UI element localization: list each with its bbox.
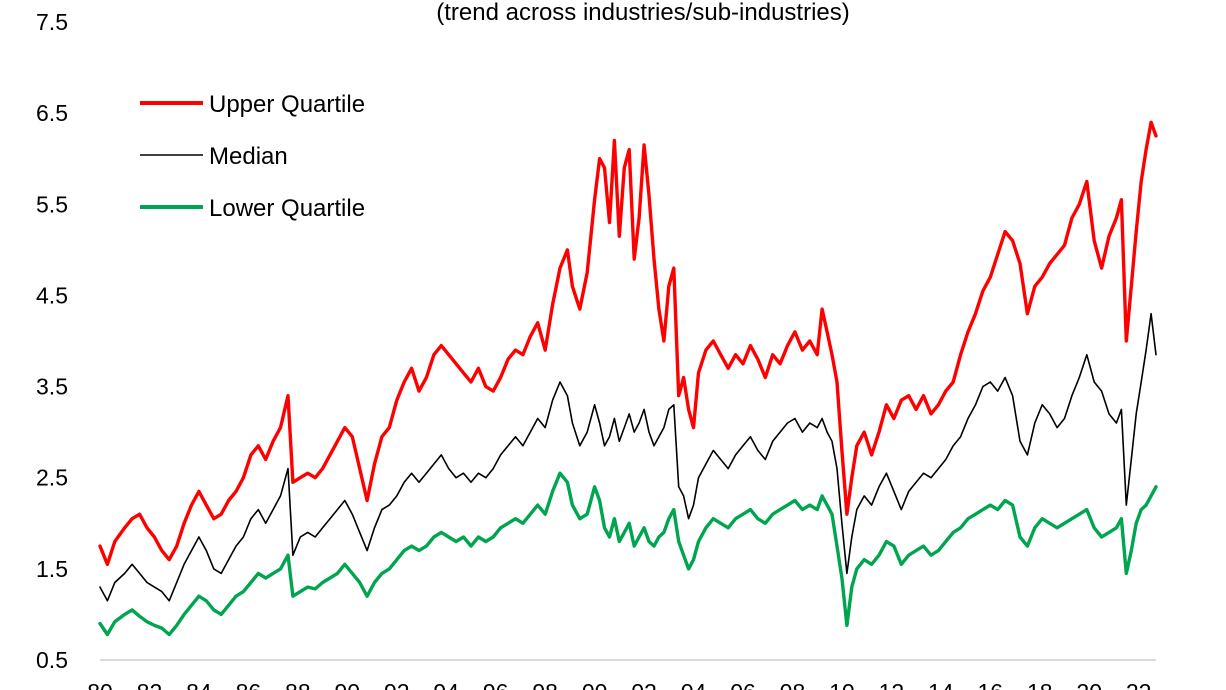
- series-line-upper-quartile: [98, 120, 1158, 566]
- x-tick-label: 20: [1076, 679, 1102, 690]
- x-tick-label: 16: [978, 679, 1004, 690]
- x-tick-label: 22: [1126, 679, 1152, 690]
- x-tick-label: 10: [829, 679, 855, 690]
- series-layer: [98, 120, 1158, 637]
- x-tick-label: 88: [285, 679, 311, 690]
- x-tick-label: 04: [681, 679, 707, 690]
- y-tick-label: 4.5: [36, 282, 68, 308]
- x-tick-label: 12: [879, 679, 905, 690]
- y-tick-label: 0.5: [36, 647, 68, 673]
- x-tick-label: 90: [335, 679, 361, 690]
- x-tick-label: 92: [384, 679, 410, 690]
- x-tick-label: 08: [780, 679, 806, 690]
- series-line-median: [99, 312, 1157, 602]
- x-tick-label: 80: [87, 679, 113, 690]
- x-tick-label: 14: [928, 679, 954, 690]
- series-line-lower-quartile: [98, 471, 1158, 637]
- x-tick-label: 94: [433, 679, 459, 690]
- legend: Upper Quartile Median Lower Quartile: [140, 91, 365, 222]
- x-tick-label: 86: [236, 679, 262, 690]
- x-tick-label: 84: [186, 679, 212, 690]
- legend-label-upper-quartile: Upper Quartile: [209, 91, 365, 118]
- y-tick-label: 6.5: [36, 100, 68, 126]
- y-tick-label: 2.5: [36, 465, 68, 491]
- x-tick-label: 18: [1027, 679, 1053, 690]
- x-tick-label: 82: [137, 679, 163, 690]
- legend-label-lower-quartile: Lower Quartile: [209, 195, 365, 222]
- y-tick-label: 3.5: [36, 374, 68, 400]
- y-tick-label: 1.5: [36, 556, 68, 582]
- x-tick-label: 00: [582, 679, 608, 690]
- x-tick-label: 98: [532, 679, 558, 690]
- x-tick-label: 06: [730, 679, 756, 690]
- x-tick-label: 02: [631, 679, 657, 690]
- y-axis-tick-labels: 7.5 6.5 5.5 4.5 3.5 2.5 1.5 0.5: [36, 9, 68, 673]
- y-tick-label: 5.5: [36, 191, 68, 217]
- x-axis-tick-labels: 80 82 84 86 88 90 92 94 96 98 00 02 04 06 08 10 12 14 16 18…: [87, 679, 1151, 690]
- y-tick-label: 7.5: [36, 9, 68, 35]
- x-tick-label: 96: [483, 679, 509, 690]
- legend-label-median: Median: [209, 143, 288, 170]
- chart-subtitle: (trend across industries/sub-industries): [436, 0, 850, 26]
